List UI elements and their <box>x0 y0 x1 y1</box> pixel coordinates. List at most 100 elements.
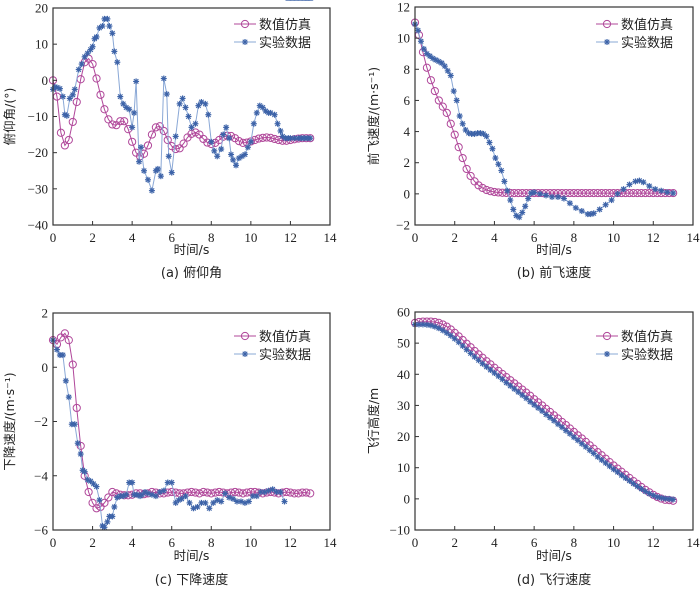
y-tick-label: 12 <box>397 0 410 15</box>
data-point <box>171 144 180 154</box>
data-point <box>106 23 113 30</box>
data-point <box>438 60 445 67</box>
legend-marker <box>604 39 610 45</box>
data-point <box>77 451 84 458</box>
x-tick-label: 10 <box>607 230 620 245</box>
data-point <box>495 373 502 380</box>
data-point <box>120 117 129 126</box>
data-point <box>148 187 155 194</box>
data-point <box>72 403 81 413</box>
data-point <box>88 498 97 507</box>
chart-panel-d: 0 2 4 6 8 10 12 14−100102030405060时间/s飞行高度/m(d)… <box>366 305 700 589</box>
data-point <box>510 206 517 213</box>
data-point <box>96 497 103 504</box>
data-point <box>116 117 125 126</box>
data-point <box>238 138 248 148</box>
data-point <box>199 487 208 497</box>
data-point <box>637 188 646 198</box>
data-point <box>608 197 615 204</box>
y-tick-label: 10 <box>397 460 410 475</box>
data-point <box>426 76 435 85</box>
data-point <box>56 85 63 92</box>
data-point <box>60 329 69 338</box>
data-point <box>458 153 467 163</box>
data-point <box>71 421 78 428</box>
data-point <box>219 488 228 497</box>
y-tick-label: 10 <box>35 37 48 52</box>
data-point <box>168 479 175 486</box>
data-point <box>515 389 522 396</box>
x-tick-label: 10 <box>244 230 257 245</box>
data-point <box>230 156 237 163</box>
data-point <box>455 339 462 346</box>
data-point <box>234 488 244 497</box>
data-point <box>594 453 601 460</box>
data-point <box>226 135 233 142</box>
y-tick-label: 2 <box>42 306 49 321</box>
data-point <box>154 165 161 172</box>
data-point <box>646 183 653 190</box>
data-point <box>507 197 514 204</box>
data-point <box>65 394 72 401</box>
y-tick-label: 0 <box>42 360 49 375</box>
x-tick-label: 8 <box>208 230 215 245</box>
y-axis-label: 飞行高度/m <box>366 388 381 454</box>
data-point <box>486 187 495 196</box>
series-experiment <box>50 0 314 531</box>
data-point <box>69 91 76 98</box>
data-point <box>274 135 283 145</box>
data-point <box>645 188 654 198</box>
plot-frame <box>52 312 331 531</box>
data-point <box>104 15 111 22</box>
x-tick-label: 6 <box>168 535 175 550</box>
x-tick-label: 8 <box>571 535 578 550</box>
data-point <box>241 151 248 158</box>
data-point <box>298 488 307 497</box>
y-axis-label: 下降速度/(m·s⁻¹) <box>2 372 17 470</box>
data-point <box>606 463 613 470</box>
x-axis-label: 时间/s <box>536 242 572 257</box>
data-point <box>141 167 148 174</box>
data-point <box>185 113 192 120</box>
x-axis-label: 时间/s <box>174 548 210 563</box>
data-point <box>203 488 212 497</box>
data-point <box>205 111 212 118</box>
x-tick-label: 14 <box>687 230 700 245</box>
data-point <box>614 469 621 476</box>
data-point <box>271 111 278 118</box>
data-point <box>514 188 523 198</box>
data-point <box>76 441 85 451</box>
data-point <box>456 113 463 119</box>
data-point <box>53 346 60 353</box>
data-point <box>129 124 136 131</box>
y-tick-label: 30 <box>397 398 410 413</box>
data-point <box>144 490 151 497</box>
x-tick-label: 0 <box>50 230 57 245</box>
data-point <box>242 488 251 497</box>
x-axis-label: 时间/s <box>536 548 572 563</box>
data-point <box>632 178 639 185</box>
data-point <box>220 131 227 138</box>
data-point <box>187 487 196 497</box>
data-point <box>218 498 225 505</box>
data-point <box>277 489 284 496</box>
data-point <box>281 498 288 505</box>
data-point <box>664 189 671 196</box>
data-point <box>572 204 579 211</box>
legend-item-experiment: 实验数据 <box>596 347 673 363</box>
data-point <box>270 134 279 144</box>
data-point <box>75 66 82 73</box>
data-point <box>129 479 136 486</box>
data-point <box>179 139 188 148</box>
data-point <box>454 143 463 152</box>
data-point <box>642 488 649 495</box>
data-point <box>147 130 157 139</box>
data-point <box>562 427 569 434</box>
legend-label: 数值仿真 <box>259 329 311 345</box>
data-point <box>507 382 514 389</box>
data-point <box>114 59 121 66</box>
legend-item-experiment: 实验数据 <box>234 347 311 363</box>
data-point <box>62 377 69 384</box>
data-point <box>490 187 499 197</box>
